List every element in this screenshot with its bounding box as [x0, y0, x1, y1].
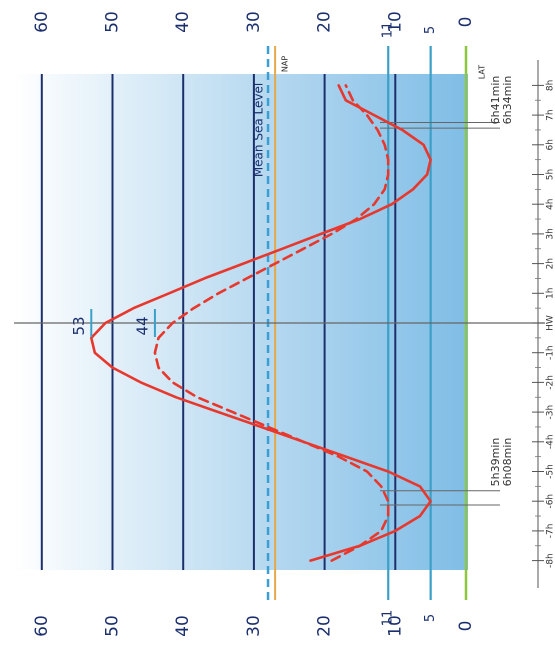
tide-curve-solid: [90, 84, 432, 562]
reference-label-bottom-5: 5: [423, 614, 438, 622]
level-tick-top-30: 30: [244, 11, 264, 33]
duration-label: 6h08min: [501, 438, 514, 487]
level-tick-top-40: 40: [173, 11, 193, 33]
plot-background: [14, 74, 468, 570]
level-tick-top-50: 50: [103, 11, 123, 33]
duration-label: 5h39min: [489, 438, 502, 487]
level-tick-bottom-60: 60: [32, 615, 52, 637]
time-tick-label: 2h: [546, 258, 555, 269]
level-tick-bottom-50: 50: [103, 615, 123, 637]
time-tick-label: 5h: [546, 169, 555, 180]
reference-label-top-5: 5: [423, 26, 438, 34]
level-tick-top-10: 10: [385, 11, 405, 33]
time-tick-label: -1h: [546, 345, 555, 360]
level-tick-bottom-30: 30: [244, 615, 264, 637]
time-tick-label: 8h: [546, 80, 555, 91]
time-tick-label: -5h: [546, 464, 555, 479]
time-tick-label: 6h: [546, 139, 555, 150]
time-tick-label: 7h: [546, 109, 555, 120]
high-water-label-53: 53: [70, 316, 88, 335]
level-tick-bottom-0: 0: [456, 621, 476, 632]
time-tick-label: 3h: [546, 228, 555, 239]
level-tick-bottom-10: 10: [385, 615, 405, 637]
time-tick-label: 4h: [546, 198, 555, 209]
time-tick-label: 1h: [546, 288, 555, 299]
level-tick-bottom-40: 40: [173, 615, 193, 637]
mean-sea-level-label: Mean Sea Level: [252, 83, 266, 177]
high-water-label-44: 44: [133, 316, 151, 335]
duration-label: 6h34min: [501, 76, 514, 125]
time-tick-label: -3h: [546, 405, 555, 420]
duration-label: 6h41min: [489, 76, 502, 125]
reference-label-top-11: 11: [381, 22, 396, 39]
time-tick-label: -2h: [546, 375, 555, 390]
level-tick-top-20: 20: [315, 11, 335, 33]
nap-label: NAP: [281, 56, 290, 72]
time-tick-label: HW: [546, 315, 555, 331]
time-tick-label: -6h: [546, 494, 555, 509]
time-tick-label: -7h: [546, 524, 555, 539]
level-tick-top-0: 0: [456, 17, 476, 28]
time-tick-label: -8h: [546, 553, 555, 568]
time-tick-label: -4h: [546, 434, 555, 449]
reference-label-bottom-11: 11: [381, 610, 396, 627]
lat-label: LAT: [478, 65, 487, 79]
tide-curve-dashed: [153, 84, 390, 562]
level-tick-top-60: 60: [32, 11, 52, 33]
level-tick-bottom-20: 20: [315, 615, 335, 637]
